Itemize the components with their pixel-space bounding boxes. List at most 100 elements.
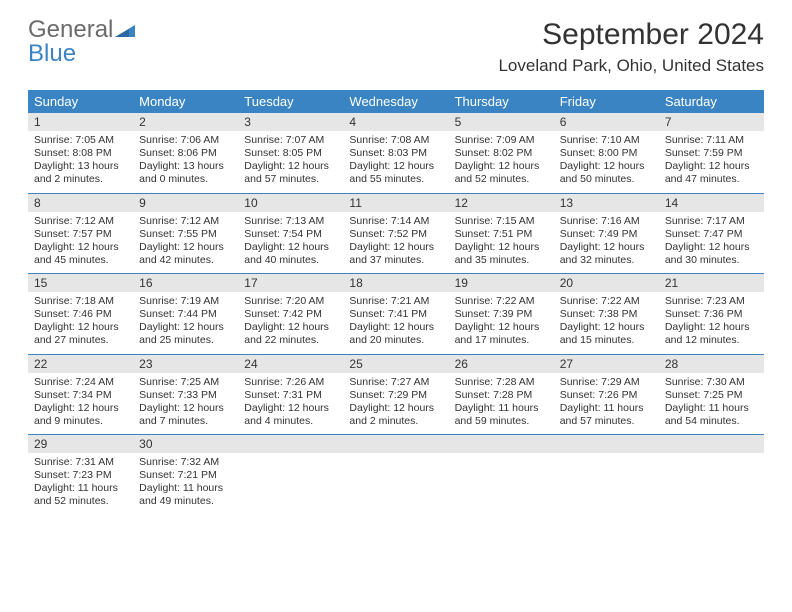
day-number: 29 [28,435,133,453]
sunrise-text: Sunrise: 7:13 AM [244,215,337,228]
day-cell: Sunrise: 7:18 AMSunset: 7:46 PMDaylight:… [28,292,133,354]
day-cell: Sunrise: 7:05 AMSunset: 8:08 PMDaylight:… [28,131,133,193]
sunset-text: Sunset: 7:54 PM [244,228,337,241]
day-cell: Sunrise: 7:28 AMSunset: 7:28 PMDaylight:… [449,373,554,435]
day-number: 28 [659,355,764,373]
daylight-text: Daylight: 12 hours and 30 minutes. [665,241,758,267]
day-number: 20 [554,274,659,292]
sunrise-text: Sunrise: 7:31 AM [34,456,127,469]
sunrise-text: Sunrise: 7:10 AM [560,134,653,147]
day-cell: Sunrise: 7:12 AMSunset: 7:57 PMDaylight:… [28,212,133,274]
daylight-text: Daylight: 12 hours and 22 minutes. [244,321,337,347]
day-number: 25 [343,355,448,373]
day-cell: Sunrise: 7:10 AMSunset: 8:00 PMDaylight:… [554,131,659,193]
daylight-text: Daylight: 12 hours and 7 minutes. [139,402,232,428]
sunrise-text: Sunrise: 7:15 AM [455,215,548,228]
week-content-row: Sunrise: 7:24 AMSunset: 7:34 PMDaylight:… [28,373,764,436]
sunset-text: Sunset: 7:52 PM [349,228,442,241]
sunset-text: Sunset: 7:25 PM [665,389,758,402]
day-cell: Sunrise: 7:27 AMSunset: 7:29 PMDaylight:… [343,373,448,435]
sunset-text: Sunset: 7:57 PM [34,228,127,241]
daynum-row: 2930 [28,435,764,453]
month-title: September 2024 [498,18,764,52]
daylight-text: Daylight: 12 hours and 42 minutes. [139,241,232,267]
day-cell: Sunrise: 7:21 AMSunset: 7:41 PMDaylight:… [343,292,448,354]
day-cell: Sunrise: 7:32 AMSunset: 7:21 PMDaylight:… [133,453,238,515]
day-cell [449,453,554,515]
day-cell: Sunrise: 7:22 AMSunset: 7:38 PMDaylight:… [554,292,659,354]
sunset-text: Sunset: 7:34 PM [34,389,127,402]
day-number: 5 [449,113,554,131]
day-cell: Sunrise: 7:09 AMSunset: 8:02 PMDaylight:… [449,131,554,193]
day-header-tuesday: Tuesday [238,90,343,113]
sunrise-text: Sunrise: 7:25 AM [139,376,232,389]
sunset-text: Sunset: 7:51 PM [455,228,548,241]
day-number: 21 [659,274,764,292]
daynum-row: 22232425262728 [28,355,764,373]
sunset-text: Sunset: 7:21 PM [139,469,232,482]
day-header-sunday: Sunday [28,90,133,113]
logo-text: General Blue [28,18,135,66]
sunset-text: Sunset: 7:31 PM [244,389,337,402]
day-number: 14 [659,194,764,212]
sunset-text: Sunset: 7:39 PM [455,308,548,321]
sunrise-text: Sunrise: 7:12 AM [139,215,232,228]
day-cell: Sunrise: 7:25 AMSunset: 7:33 PMDaylight:… [133,373,238,435]
daylight-text: Daylight: 11 hours and 49 minutes. [139,482,232,508]
day-cell: Sunrise: 7:23 AMSunset: 7:36 PMDaylight:… [659,292,764,354]
day-header-monday: Monday [133,90,238,113]
day-cell: Sunrise: 7:22 AMSunset: 7:39 PMDaylight:… [449,292,554,354]
day-number: 16 [133,274,238,292]
day-number: 26 [449,355,554,373]
sunset-text: Sunset: 8:08 PM [34,147,127,160]
daylight-text: Daylight: 12 hours and 2 minutes. [349,402,442,428]
daylight-text: Daylight: 11 hours and 57 minutes. [560,402,653,428]
day-cell: Sunrise: 7:16 AMSunset: 7:49 PMDaylight:… [554,212,659,274]
daylight-text: Daylight: 13 hours and 2 minutes. [34,160,127,186]
sunrise-text: Sunrise: 7:26 AM [244,376,337,389]
daylight-text: Daylight: 11 hours and 59 minutes. [455,402,548,428]
day-number: 8 [28,194,133,212]
daynum-row: 15161718192021 [28,274,764,292]
day-header-thursday: Thursday [449,90,554,113]
day-number: 1 [28,113,133,131]
daylight-text: Daylight: 12 hours and 15 minutes. [560,321,653,347]
daylight-text: Daylight: 12 hours and 52 minutes. [455,160,548,186]
daylight-text: Daylight: 12 hours and 50 minutes. [560,160,653,186]
day-cell: Sunrise: 7:29 AMSunset: 7:26 PMDaylight:… [554,373,659,435]
sunrise-text: Sunrise: 7:23 AM [665,295,758,308]
day-number: 18 [343,274,448,292]
sunrise-text: Sunrise: 7:11 AM [665,134,758,147]
logo-gray-text: General [28,16,113,43]
sunset-text: Sunset: 7:36 PM [665,308,758,321]
day-cell: Sunrise: 7:26 AMSunset: 7:31 PMDaylight:… [238,373,343,435]
logo-blue-text: Blue [28,40,76,67]
day-header-saturday: Saturday [659,90,764,113]
day-cell [554,453,659,515]
day-number [343,435,448,453]
sunset-text: Sunset: 8:06 PM [139,147,232,160]
sunset-text: Sunset: 7:46 PM [34,308,127,321]
day-number: 30 [133,435,238,453]
day-cell: Sunrise: 7:24 AMSunset: 7:34 PMDaylight:… [28,373,133,435]
day-number: 11 [343,194,448,212]
daylight-text: Daylight: 12 hours and 4 minutes. [244,402,337,428]
calendar: SundayMondayTuesdayWednesdayThursdayFrid… [28,90,764,515]
daylight-text: Daylight: 11 hours and 54 minutes. [665,402,758,428]
daylight-text: Daylight: 12 hours and 25 minutes. [139,321,232,347]
day-cell: Sunrise: 7:31 AMSunset: 7:23 PMDaylight:… [28,453,133,515]
sunrise-text: Sunrise: 7:29 AM [560,376,653,389]
day-number: 9 [133,194,238,212]
sunrise-text: Sunrise: 7:22 AM [560,295,653,308]
daynum-row: 891011121314 [28,194,764,212]
sunrise-text: Sunrise: 7:30 AM [665,376,758,389]
sunrise-text: Sunrise: 7:08 AM [349,134,442,147]
day-cell: Sunrise: 7:15 AMSunset: 7:51 PMDaylight:… [449,212,554,274]
day-number: 6 [554,113,659,131]
daylight-text: Daylight: 12 hours and 35 minutes. [455,241,548,267]
daylight-text: Daylight: 12 hours and 9 minutes. [34,402,127,428]
day-number [659,435,764,453]
logo-triangle-icon [115,16,135,43]
day-number: 22 [28,355,133,373]
sunset-text: Sunset: 7:41 PM [349,308,442,321]
